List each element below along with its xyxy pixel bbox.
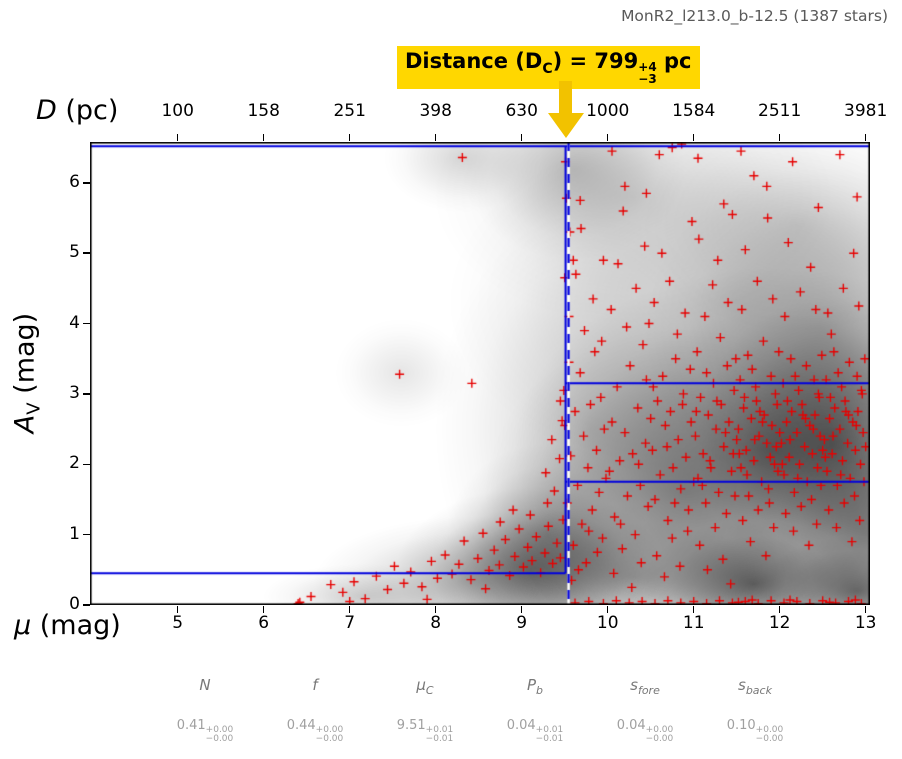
top-tick-label: 158 [247,101,280,121]
top-tick-mark [607,134,609,141]
top-axis-variable: D [36,95,57,126]
y-tick-label: 3 [69,382,80,403]
bottom-tick-label: 12 [768,613,791,633]
y-tick-label: 6 [69,171,80,192]
bottom-tick-mark [779,606,781,613]
plot-area [90,142,870,605]
x-axis-variable: μ [14,610,32,641]
extinction-distance-scatter-canvas [90,142,870,605]
param-header-N: N [199,676,211,694]
bottom-tick-mark [693,606,695,613]
distance-annotation-errors: +4 −3 [638,61,656,85]
top-tick-label: 251 [333,101,366,121]
y-tick-label: 2 [69,453,80,474]
top-tick-label: 1584 [672,101,716,121]
param-value-sback: 0.10 +0.00 −0.00 [726,718,784,744]
y-tick-label: 0 [69,594,80,614]
x-axis-unit: (mag) [31,610,121,641]
bottom-tick-label: 6 [258,613,270,633]
fit-parameter-values: 0.41 +0.00 −0.00 0.44 +0.00 −0.00 9.51 +0.01−… [150,718,810,744]
bottom-tick-label: 13 [854,613,877,633]
param-value-muC: 9.51 +0.01 −0.01 [396,718,454,744]
bottom-tick-label: 11 [682,613,705,633]
y-axis-label: AV (mag) [9,313,44,433]
y-tick-mark [83,463,90,465]
distance-annotation-minus: −3 [638,72,657,86]
param-header-muC: μC [416,676,434,697]
bottom-tick-label: 9 [516,613,528,633]
top-tick-mark [349,134,351,141]
bottom-tick-mark [177,606,179,613]
top-tick-mark [521,134,523,141]
y-tick-mark [83,393,90,395]
bottom-tick-mark [865,606,867,613]
param-header-sfore: sfore [630,676,660,697]
param-header-Pb: Pb [526,676,544,697]
x-axis-label: μ (mag) [14,610,121,641]
distance-annotation-unit: pc [656,49,692,73]
distance-annotation-value: ) = 799 [552,49,639,73]
top-tick-mark [779,134,781,141]
y-tick-mark [83,604,90,606]
bottom-tick-mark [521,606,523,613]
bottom-tick-label: 5 [172,613,184,633]
param-value-N: 0.41 +0.00 −0.00 [176,718,234,744]
distance-annotation-prefix: Distance (D [405,49,543,73]
y-tick-label: 4 [69,312,80,333]
bottom-tick-label: 10 [596,613,619,633]
figure-title: MonR2_l213.0_b-12.5 (1387 stars) [621,7,888,25]
distance-annotation-plus: +4 [638,60,657,74]
y-tick-mark [83,182,90,184]
param-value-sfore: 0.04 +0.00 −0.00 [616,718,674,744]
y-tick-mark [83,322,90,325]
fit-parameter-headers: N f μC Pb sfore sback [150,676,810,697]
param-header-f: f [312,676,318,694]
top-tick-mark [263,134,265,141]
y-tick-label: 5 [69,242,80,263]
top-tick-mark [693,134,695,141]
y-tick-mark [83,252,90,254]
top-tick-label: 3981 [844,101,888,121]
top-tick-label: 1000 [586,101,630,121]
bottom-tick-mark [349,606,351,613]
distance-annotation-sub: C [542,61,553,78]
bottom-tick-label: 7 [344,613,356,633]
bottom-tick-label: 8 [430,613,442,633]
top-tick-mark [177,134,179,141]
y-axis-unit: (mag) [9,312,41,403]
top-axis-unit: (pc) [56,95,119,126]
top-tick-mark [865,134,867,141]
top-tick-label: 100 [161,101,194,121]
top-tick-label: 398 [419,101,452,121]
y-tick-mark [83,533,90,536]
distance-arrow-shaft [559,81,572,115]
bottom-tick-mark [435,606,437,613]
top-tick-label: 2511 [758,101,802,121]
distance-arrow-icon [548,113,584,138]
bottom-tick-mark [263,606,265,613]
param-value-f: 0.44 +0.00 −0.00 [286,718,344,744]
y-axis-subscript: V [23,402,45,415]
top-axis-label: D (pc) [36,95,118,126]
param-value-Pb: 0.04 +0.01 −0.01 [506,718,564,744]
distance-annotation: Distance (DC) = 799 +4 −3 pc [397,46,701,89]
y-axis-variable: A [9,414,41,434]
bottom-tick-mark [607,606,609,613]
top-tick-mark [435,134,437,141]
y-tick-label: 1 [69,523,80,544]
top-tick-label: 630 [505,101,538,121]
param-header-sback: sback [738,676,772,697]
